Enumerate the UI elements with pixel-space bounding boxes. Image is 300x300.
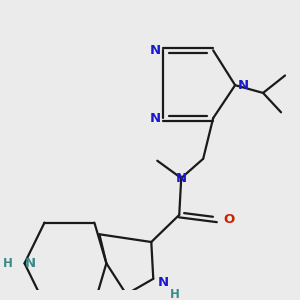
Text: N: N [25,257,36,270]
Text: O: O [224,213,235,226]
Text: N: N [158,276,169,289]
Text: N: N [150,44,161,57]
Text: H: H [170,288,180,300]
Text: N: N [238,79,249,92]
Text: H: H [3,257,13,270]
Text: N: N [176,172,187,184]
Text: N: N [150,112,161,124]
